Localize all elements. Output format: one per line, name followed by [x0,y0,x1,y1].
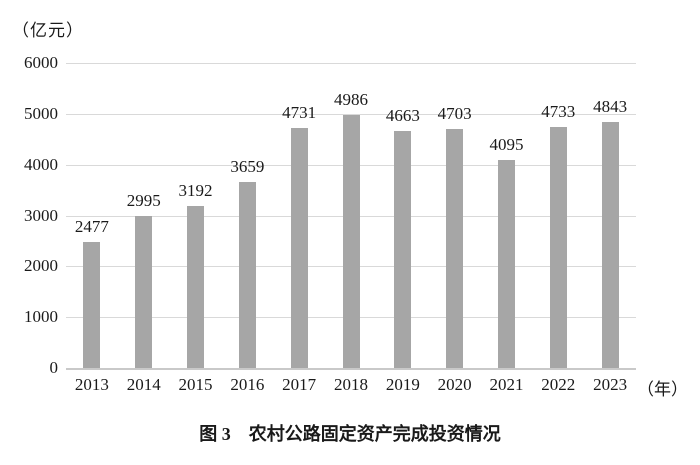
bar-value-label: 4703 [437,103,472,123]
x-tick-label: 2017 [282,375,317,394]
bar [394,130,412,368]
bar-value-label: 4986 [334,89,368,109]
x-tick-label: 2020 [437,375,472,394]
y-gridline [66,63,636,64]
bar-value-label: 4095 [489,134,524,154]
x-tick-label: 2013 [74,375,109,394]
x-tick-label: 2016 [230,375,265,394]
bar [342,114,360,368]
y-gridline [66,113,636,115]
bar [601,121,619,368]
x-tick-label: 2023 [593,375,628,394]
y-tick-label: 3000 [24,205,58,225]
y-tick-label: 5000 [24,103,58,123]
y-tick-label: 1000 [24,307,58,327]
x-tick-label: 2021 [489,375,524,394]
x-axis-line [66,368,636,370]
x-tick-label: 2015 [178,375,213,394]
bar [238,182,256,368]
y-tick-label: 0 [49,358,59,377]
figure-caption: 图 3 农村公路固定资产完成投资情况 [199,424,501,444]
x-tick-label: 2018 [334,375,368,394]
bar-value-label: 3192 [178,180,213,200]
bar-value-label: 4731 [282,102,317,122]
bar-value-label: 2995 [126,190,161,210]
x-tick-label: 2014 [126,375,161,394]
x-tick-label: 2022 [541,375,576,394]
x-axis-unit-label: （年） [637,380,688,399]
bar-value-label: 4733 [541,102,576,122]
y-axis-unit-label: （亿元） [12,21,84,40]
x-tick-label: 2019 [385,375,420,394]
bar [135,215,153,368]
bar-value-label: 4663 [385,105,420,125]
bar-value-label: 4843 [593,96,628,116]
bar [187,205,205,368]
bar-value-label: 2477 [74,217,109,237]
bar [83,242,101,368]
bar [290,127,308,368]
y-tick-label: 2000 [24,256,58,276]
y-tick-label: 4000 [24,154,58,174]
y-tick-label: 6000 [24,53,58,72]
bar [497,159,515,368]
bar [446,128,464,368]
bar-value-label: 3659 [230,157,265,176]
bar [549,127,567,368]
